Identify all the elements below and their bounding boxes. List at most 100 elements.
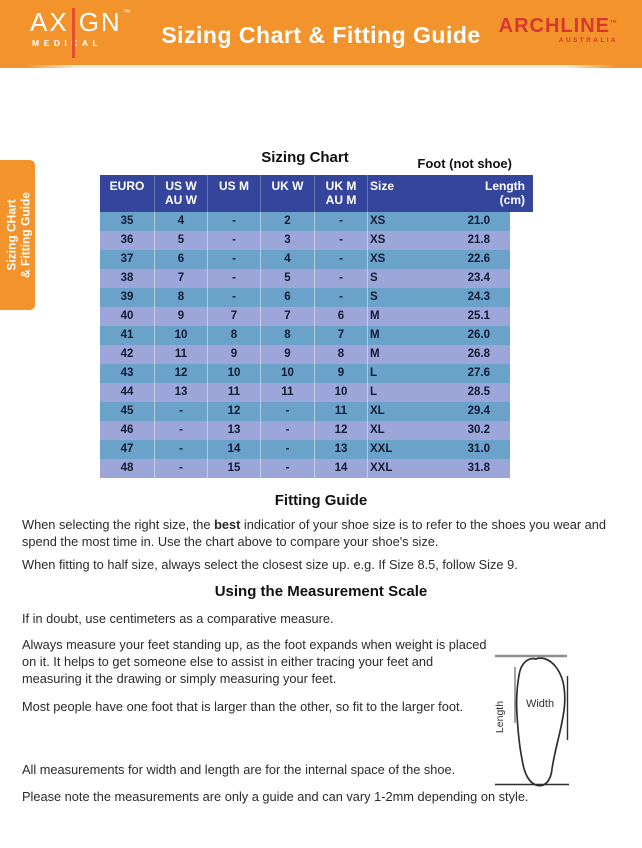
table-row: 40 9 7 7 6 M 25.1 <box>100 307 510 326</box>
table-cell: - <box>315 250 368 269</box>
table-row: 41 10 8 8 7 M 26.0 <box>100 326 510 345</box>
table-cell: 8 <box>208 326 261 345</box>
table-row: 45-12-11 XL 29.4 <box>100 402 510 421</box>
table-row: 47-14-13 XXL 31.0 <box>100 440 510 459</box>
table-cell: 29.4 <box>467 405 490 417</box>
table-cell: - <box>261 459 315 478</box>
table-cell: 30.2 <box>467 424 490 436</box>
side-tab-line2: & Fitting Guide <box>17 192 32 278</box>
archline-name: ARCHLINE <box>498 15 610 37</box>
archline-australia-label: AUSTRALIA <box>558 37 618 44</box>
table-cell: 36 <box>100 231 155 250</box>
table-cell: 15 <box>208 459 261 478</box>
table-cell: 21.0 <box>467 215 490 227</box>
table-cell: 9 <box>315 364 368 383</box>
table-cell: 4 <box>261 250 315 269</box>
table-cell: 5 <box>155 231 208 250</box>
column-header: Length (cm) <box>485 179 525 207</box>
table-row: 39 8-6- S 24.3 <box>100 288 510 307</box>
table-cell: 35 <box>100 212 155 231</box>
table-cell: 27.6 <box>467 367 490 379</box>
table-cell: 37 <box>100 250 155 269</box>
measurement-paragraph-3: Most people have one foot that is larger… <box>22 699 464 714</box>
table-cell: XS <box>370 215 386 227</box>
table-cell: 38 <box>100 269 155 288</box>
column-header: UK W <box>261 175 315 212</box>
table-cell: 25.1 <box>467 310 490 322</box>
table-cell: 7 <box>261 307 315 326</box>
foot-outline <box>515 657 566 787</box>
table-cell: 11 <box>315 402 368 421</box>
sizing-chart-title: Sizing Chart <box>261 149 349 166</box>
paragraph-text: indicatior of your shoe size is to refer… <box>22 517 606 549</box>
table-cell: 14 <box>315 459 368 478</box>
table-cell: 10 <box>261 364 315 383</box>
table-cell: - <box>155 440 208 459</box>
measurement-paragraph-2: Always measure your feet standing up, as… <box>22 637 487 686</box>
table-cell: 5 <box>261 269 315 288</box>
side-tab-sizing-chart: Sizing CHart & Fitting Guide <box>0 160 35 310</box>
table-cell: 28.5 <box>467 386 490 398</box>
table-cell: M <box>370 329 380 341</box>
table-row: 46-13-12 XL 30.2 <box>100 421 510 440</box>
table-cell: - <box>315 269 368 288</box>
table-cell: - <box>261 402 315 421</box>
table-cell: 9 <box>208 345 261 364</box>
paragraph-bold-text: best <box>214 517 241 532</box>
table-cell: 43 <box>100 364 155 383</box>
table-cell: 13 <box>208 421 261 440</box>
table-cell: 11 <box>155 345 208 364</box>
table-cell: L <box>370 386 378 398</box>
table-cell: - <box>208 250 261 269</box>
table-cell: 23.4 <box>467 272 490 284</box>
table-cell: 9 <box>261 345 315 364</box>
table-cell: XS <box>370 253 386 265</box>
table-cell: 22.6 <box>467 253 490 265</box>
table-cell: 12 <box>208 402 261 421</box>
table-cell: 7 <box>208 307 261 326</box>
table-cell: M <box>370 310 380 322</box>
length-label: Length <box>494 701 506 733</box>
table-cell: - <box>155 459 208 478</box>
header-banner: AX GN ™ MEDICAL Sizing Chart & Fitting G… <box>0 0 642 65</box>
table-cell: 11 <box>208 383 261 402</box>
table-cell: 42 <box>100 345 155 364</box>
table-cell: XXL <box>370 443 393 455</box>
table-cell: S <box>370 291 378 303</box>
table-cell: 48 <box>100 459 155 478</box>
trademark-symbol: ™ <box>610 20 618 27</box>
table-cell: 40 <box>100 307 155 326</box>
measurement-paragraph-1: If in doubt, use centimeters as a compar… <box>22 611 334 626</box>
axign-letters-right: GN <box>78 7 122 37</box>
table-cell: 8 <box>155 288 208 307</box>
table-cell: 6 <box>261 288 315 307</box>
table-cell: 39 <box>100 288 155 307</box>
foot-measurement-diagram: Width Length <box>494 654 569 787</box>
trademark-symbol: ™ <box>122 8 133 17</box>
table-cell: - <box>261 440 315 459</box>
table-row: 36 5-3- XS 21.8 <box>100 231 510 250</box>
table-row: 48-15-14 XXL 31.8 <box>100 459 510 478</box>
axign-medical-logo: AX GN ™ MEDICAL <box>30 7 133 58</box>
table-cell: 12 <box>155 364 208 383</box>
table-cell: 6 <box>155 250 208 269</box>
table-cell: 10 <box>155 326 208 345</box>
table-cell: M <box>370 348 380 360</box>
column-header: US M <box>208 175 261 212</box>
table-cell: 2 <box>261 212 315 231</box>
table-row: 38 7-5- S 23.4 <box>100 269 510 288</box>
table-cell: 21.8 <box>467 234 490 246</box>
table-cell: 14 <box>208 440 261 459</box>
table-cell: XXL <box>370 462 393 474</box>
header-divider <box>0 65 642 68</box>
table-cell: 26.0 <box>467 329 490 341</box>
table-cell: - <box>155 402 208 421</box>
table-cell: - <box>208 212 261 231</box>
table-cell: 26.8 <box>467 348 490 360</box>
archline-wordmark: ARCHLINE™ <box>499 16 618 36</box>
table-cell: 44 <box>100 383 155 402</box>
axign-medical-label: MEDICAL <box>32 38 103 48</box>
table-cell: 46 <box>100 421 155 440</box>
table-cell: 24.3 <box>467 291 490 303</box>
table-cell: XL <box>370 424 385 436</box>
